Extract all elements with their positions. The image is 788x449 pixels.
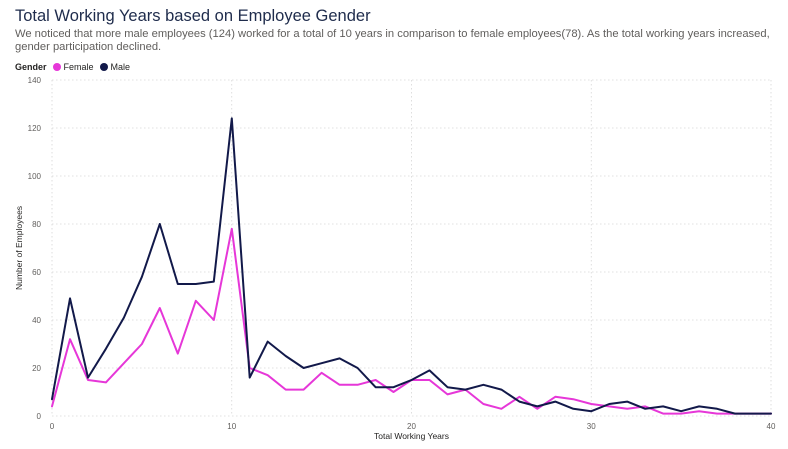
y-tick-label: 40 bbox=[32, 316, 41, 325]
x-tick-label: 30 bbox=[587, 422, 596, 431]
gridlines bbox=[51, 79, 772, 417]
legend-dot-female bbox=[52, 63, 61, 71]
x-tick-label: 20 bbox=[407, 422, 416, 431]
y-tick-label: 120 bbox=[28, 124, 42, 133]
legend-item-male[interactable]: Male bbox=[99, 62, 131, 72]
y-axis-ticks: 0 20 40 60 80 100 120 140 bbox=[28, 76, 42, 421]
x-tick-label: 10 bbox=[227, 422, 236, 431]
series-lines bbox=[51, 117, 772, 415]
legend-dot-male bbox=[99, 63, 108, 71]
x-tick-label: 40 bbox=[767, 422, 776, 431]
legend-item-female[interactable]: Female bbox=[52, 62, 94, 72]
legend-label-male: Male bbox=[110, 62, 131, 72]
y-tick-label: 140 bbox=[28, 76, 42, 85]
y-axis-title: Number of Employees bbox=[14, 206, 24, 290]
y-tick-label: 100 bbox=[28, 172, 42, 181]
legend: Gender Female Male bbox=[15, 61, 136, 73]
x-axis-title: Total Working Years bbox=[374, 431, 449, 441]
y-tick-label: 80 bbox=[32, 220, 41, 229]
y-tick-label: 0 bbox=[37, 412, 42, 421]
legend-title: Gender bbox=[15, 62, 47, 72]
chart-subtitle: We noticed that more male employees (124… bbox=[15, 28, 770, 53]
x-axis-ticks: 0 10 20 30 40 bbox=[50, 422, 776, 431]
y-tick-label: 20 bbox=[32, 364, 41, 373]
x-tick-label: 0 bbox=[50, 422, 55, 431]
y-tick-label: 60 bbox=[32, 268, 41, 277]
series-line-male[interactable] bbox=[51, 117, 772, 415]
legend-label-female: Female bbox=[63, 62, 94, 72]
chart-title: Total Working Years based on Employee Ge… bbox=[15, 7, 371, 25]
